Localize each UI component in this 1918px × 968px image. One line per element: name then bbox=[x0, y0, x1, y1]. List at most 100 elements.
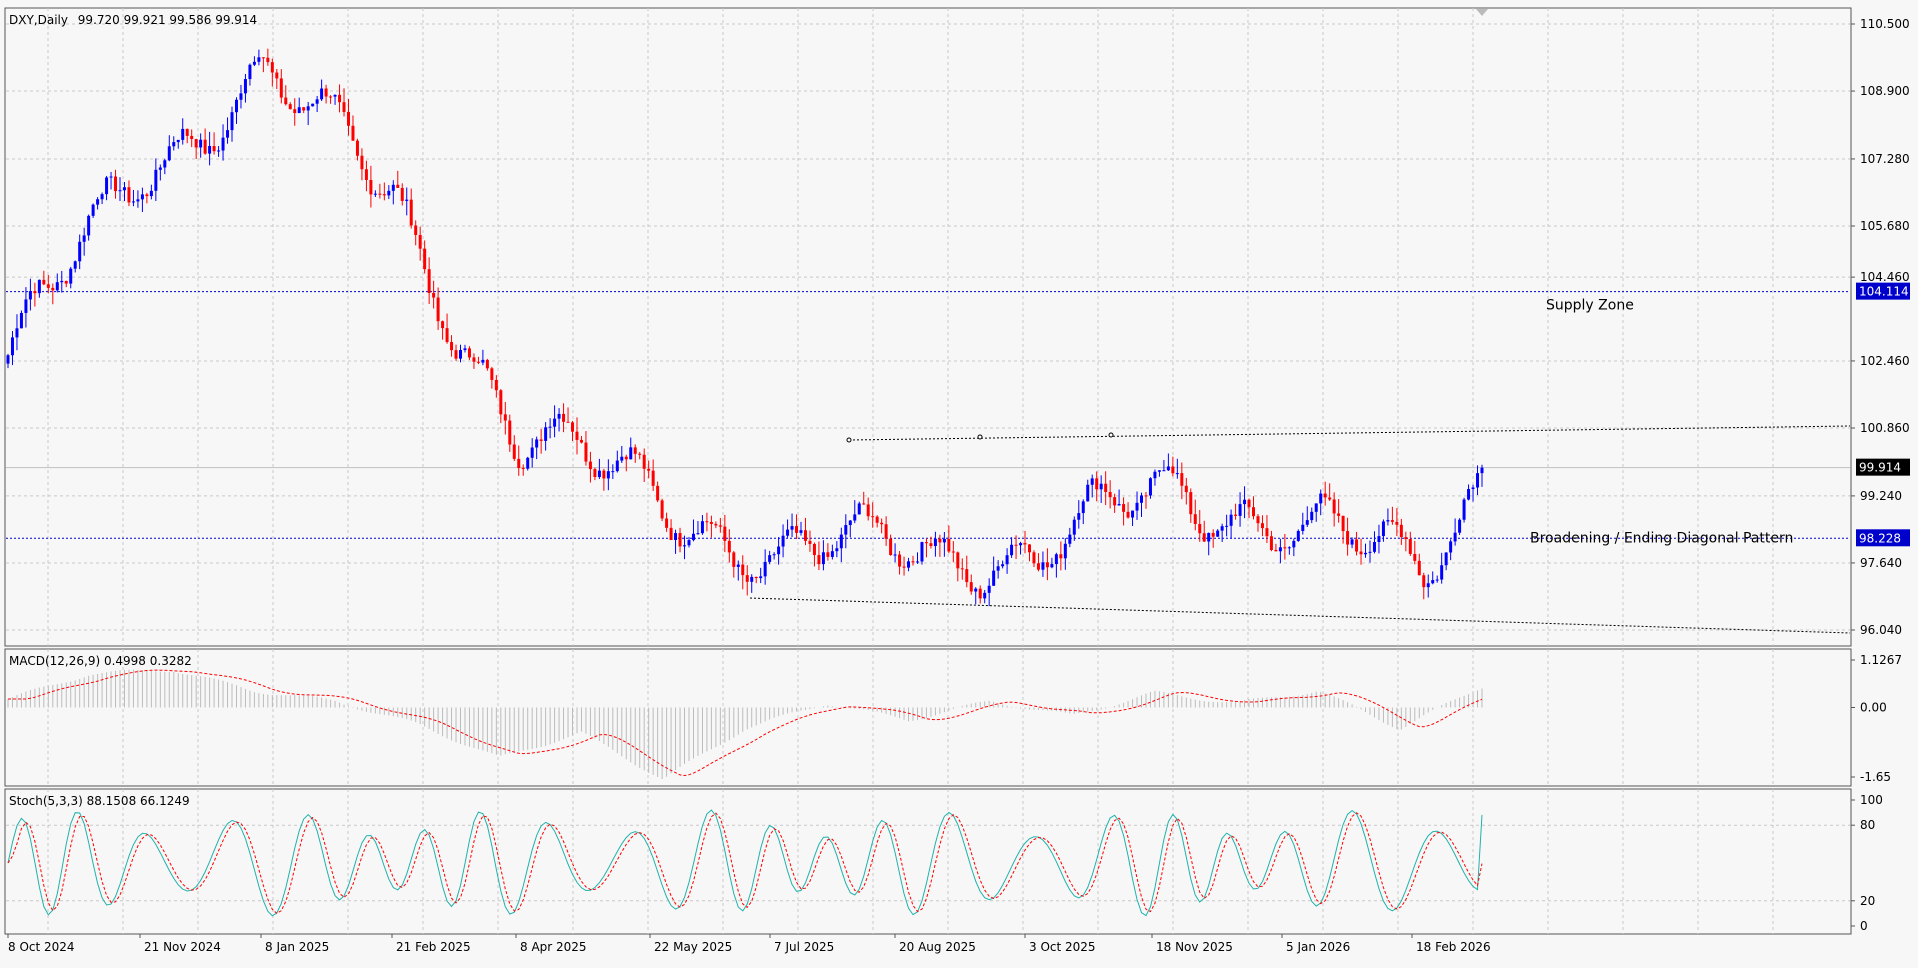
candle-body bbox=[1440, 565, 1444, 580]
candle-body bbox=[87, 215, 91, 236]
candle-body bbox=[862, 503, 866, 505]
candle-body bbox=[875, 516, 879, 523]
trendlines bbox=[749, 425, 1851, 634]
candle-body bbox=[929, 543, 933, 547]
candle-body bbox=[1072, 519, 1076, 535]
candle-body bbox=[1238, 504, 1242, 516]
candle-body bbox=[857, 503, 861, 515]
candle-body bbox=[597, 470, 601, 478]
level-label: Supply Zone bbox=[1546, 298, 1634, 314]
candle-body bbox=[252, 61, 256, 65]
candle-body bbox=[656, 485, 660, 501]
candle-body bbox=[624, 456, 628, 460]
candle-body bbox=[418, 234, 422, 249]
candle-body bbox=[28, 291, 32, 300]
candle-body bbox=[1395, 521, 1399, 525]
candle-body bbox=[364, 169, 368, 180]
candle-body bbox=[382, 194, 386, 196]
candle-body bbox=[1386, 520, 1390, 522]
candles bbox=[6, 48, 1484, 607]
candle-body bbox=[1045, 562, 1049, 568]
candle-body bbox=[606, 471, 610, 479]
candle-body bbox=[1431, 580, 1435, 584]
candle-body bbox=[880, 522, 884, 525]
candle-body bbox=[1189, 492, 1193, 515]
candle-body bbox=[768, 555, 772, 562]
candle-body bbox=[19, 312, 23, 329]
candle-body bbox=[414, 225, 418, 235]
candle-body bbox=[898, 554, 902, 567]
lower-diagonal-line bbox=[749, 597, 1851, 634]
stoch-signal-line bbox=[7, 812, 1483, 914]
time-tick-label: 21 Feb 2025 bbox=[396, 940, 471, 954]
candle-body bbox=[799, 530, 803, 533]
candle-body bbox=[1296, 530, 1300, 541]
candle-body bbox=[396, 184, 400, 188]
macd-signal-line bbox=[8, 669, 1483, 777]
candle-body bbox=[490, 368, 494, 380]
candle-body bbox=[974, 588, 978, 592]
candle-body bbox=[288, 104, 292, 110]
candle-body bbox=[1480, 467, 1484, 474]
candle-body bbox=[647, 468, 651, 471]
candle-body bbox=[1269, 536, 1273, 550]
candle-body bbox=[575, 431, 579, 440]
candle-body bbox=[1184, 485, 1188, 493]
candle-body bbox=[584, 442, 588, 462]
candle-body bbox=[871, 516, 875, 518]
candle-body bbox=[1113, 497, 1117, 506]
time-tick-label: 18 Nov 2025 bbox=[1156, 940, 1233, 954]
candle-body bbox=[118, 190, 122, 192]
level-badge-value: 98.228 bbox=[1859, 531, 1901, 545]
candle-body bbox=[1198, 523, 1202, 534]
candle-body bbox=[1390, 520, 1394, 522]
candle-body bbox=[1131, 510, 1135, 518]
candle-body bbox=[539, 439, 543, 441]
stoch-series bbox=[7, 809, 1483, 917]
price-tick-label: 100.860 bbox=[1860, 421, 1910, 435]
candle-body bbox=[481, 359, 485, 363]
candle-body bbox=[284, 97, 288, 105]
candle-body bbox=[969, 582, 973, 592]
candle-body bbox=[557, 413, 561, 419]
candle-body bbox=[391, 184, 395, 191]
level-badge bbox=[1856, 529, 1910, 547]
candle-body bbox=[1019, 543, 1023, 546]
candle-body bbox=[1117, 504, 1121, 506]
candle-body bbox=[691, 533, 695, 541]
candle-body bbox=[1292, 540, 1296, 548]
candle-body bbox=[1458, 519, 1462, 533]
candle-body bbox=[678, 533, 682, 547]
candle-body bbox=[1014, 544, 1018, 546]
stoch-tick-label: 80 bbox=[1860, 818, 1875, 832]
candle-body bbox=[37, 279, 41, 294]
candle-body bbox=[476, 361, 480, 363]
macd-tick-label: 0.00 bbox=[1860, 700, 1887, 714]
candle-body bbox=[1193, 514, 1197, 524]
candle-body bbox=[463, 348, 467, 351]
candle-body bbox=[1153, 471, 1157, 479]
candle-body bbox=[535, 439, 539, 448]
candle-body bbox=[158, 167, 162, 170]
candle-body bbox=[759, 576, 763, 579]
candle-body bbox=[687, 540, 691, 546]
candle-body bbox=[700, 521, 704, 534]
candle-body bbox=[808, 540, 812, 544]
candle-body bbox=[812, 543, 816, 556]
trendline-anchor bbox=[1108, 432, 1114, 438]
candle-body bbox=[163, 160, 167, 168]
candle-body bbox=[109, 176, 113, 178]
candle-body bbox=[1032, 552, 1036, 564]
candle-body bbox=[602, 470, 606, 479]
candle-body bbox=[1260, 523, 1264, 529]
candle-body bbox=[1234, 514, 1238, 516]
candle-body bbox=[78, 241, 82, 262]
candle-body bbox=[1319, 493, 1323, 504]
candle-body bbox=[1090, 478, 1094, 485]
candle-body bbox=[46, 284, 50, 288]
price-tick-label: 107.280 bbox=[1860, 152, 1910, 166]
candle-body bbox=[781, 535, 785, 547]
candle-body bbox=[208, 146, 212, 154]
time-tick-label: 8 Oct 2024 bbox=[8, 940, 75, 954]
